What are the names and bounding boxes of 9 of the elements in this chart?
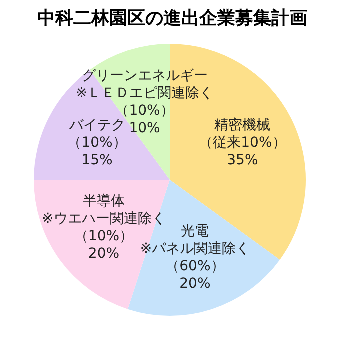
data-label: 20%: [88, 246, 120, 262]
slice-label: バイテク（10%）: [68, 117, 127, 151]
data-label: 10%: [129, 120, 160, 137]
data-label: 15%: [82, 152, 113, 168]
slice-label: グリーンエネルギー※ＬＥＤエピ関連除く（10%）: [76, 68, 214, 120]
slice-label: 精密機械（従来10%）: [199, 117, 286, 151]
chart-title: 中科二林園区の進出企業募集計画: [38, 8, 308, 29]
data-label: 35%: [227, 152, 258, 168]
data-label: 20%: [180, 276, 211, 292]
